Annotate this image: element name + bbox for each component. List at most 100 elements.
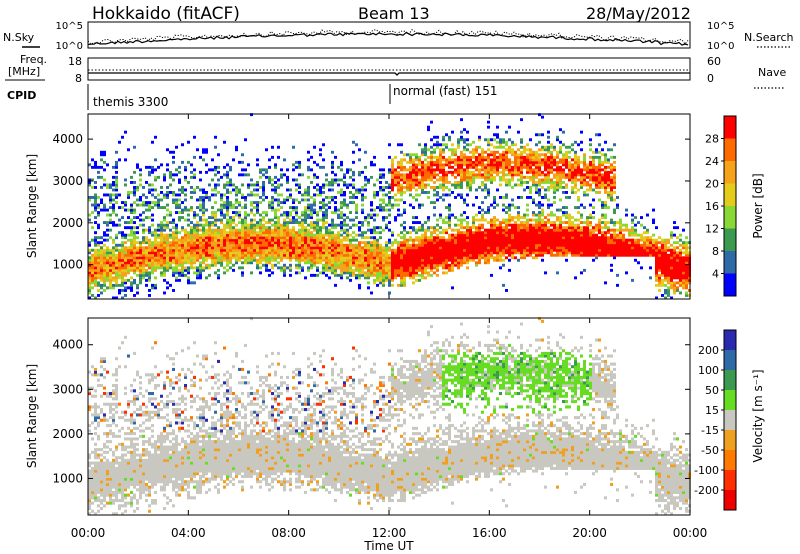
power-cell [181, 188, 184, 192]
power-cell [220, 198, 223, 202]
power-cell [142, 246, 145, 250]
power-cell [103, 183, 106, 187]
power-cell [538, 113, 541, 117]
power-cell [295, 258, 298, 262]
power-cell [505, 163, 508, 167]
power-cell [430, 163, 433, 167]
power-cell [349, 241, 352, 245]
power-cell [559, 170, 562, 174]
power-cell [154, 253, 157, 257]
power-cell [517, 178, 520, 182]
power-cell [538, 241, 541, 245]
power-cell [559, 236, 562, 240]
power-cell [181, 251, 184, 255]
power-cell [490, 153, 493, 157]
power-cell [157, 193, 160, 197]
power-cell [343, 266, 346, 270]
power-cell [517, 248, 520, 252]
power-cell [226, 233, 229, 237]
power-cell [121, 216, 124, 220]
power-cell [211, 228, 214, 232]
power-cell [493, 196, 496, 199]
power-cell [577, 188, 580, 192]
power-cell [421, 175, 424, 179]
power-cell [163, 206, 166, 210]
power-cell [220, 233, 223, 237]
power-cell [178, 165, 181, 169]
power-cell [247, 236, 250, 240]
power-cell [130, 268, 133, 272]
power-cell [361, 246, 364, 250]
power-cell [406, 238, 409, 242]
power-cell [307, 233, 310, 237]
power-cell [184, 175, 187, 179]
power-cell [484, 178, 487, 182]
power-cell [568, 213, 571, 217]
power-cell [553, 191, 556, 194]
power-cell [589, 253, 592, 257]
power-cell [547, 140, 550, 144]
power-cell [439, 175, 442, 179]
power-cell [121, 263, 124, 267]
power-cell [274, 263, 277, 267]
power-cell [253, 201, 256, 205]
power-cell [157, 251, 160, 255]
power-cell [577, 143, 580, 147]
power-cell [478, 211, 481, 215]
power-cell [307, 246, 310, 250]
power-cell [442, 261, 445, 265]
power-cell [436, 248, 439, 252]
power-cell [412, 158, 415, 162]
power-cell [550, 163, 553, 167]
power-cell [580, 170, 583, 174]
power-cell [406, 160, 409, 164]
power-cell [214, 193, 217, 197]
power-cell [445, 246, 448, 250]
power-cell [214, 186, 217, 189]
power-cell [454, 186, 457, 189]
power-cell [433, 258, 436, 262]
power-cell [415, 173, 418, 177]
power-cell [571, 236, 574, 240]
power-cell [574, 276, 577, 280]
power-cell [352, 261, 355, 265]
power-cell [568, 243, 571, 247]
power-cell [361, 193, 364, 197]
power-cell [127, 193, 130, 197]
power-cell [367, 276, 370, 280]
power-cell [295, 231, 298, 235]
power-cell [577, 251, 580, 255]
power-cell [544, 196, 547, 199]
power-cell [436, 178, 439, 182]
power-cell [124, 201, 127, 205]
power-cell [379, 273, 382, 277]
power-cell [289, 233, 292, 237]
power-cell [478, 243, 481, 247]
power-cell [424, 241, 427, 245]
power-cell [568, 165, 571, 169]
power-cell [400, 281, 403, 285]
power-cell [115, 263, 118, 267]
power-cell [232, 263, 235, 267]
power-cell [478, 223, 481, 227]
power-cell [268, 256, 271, 260]
power-cell [352, 253, 355, 257]
power-cell [94, 258, 97, 262]
power-cell [91, 248, 94, 252]
power-cell [355, 223, 358, 227]
power-cell [160, 231, 163, 235]
power-cell [301, 221, 304, 225]
power-cell [439, 160, 442, 164]
power-cell [97, 294, 100, 297]
power-cell [562, 181, 565, 184]
power-cell [481, 233, 484, 237]
power-cell [94, 271, 97, 275]
power-cell [424, 261, 427, 265]
power-cell [157, 253, 160, 257]
power-cell [283, 273, 286, 277]
power-cell [442, 138, 445, 142]
power-cell [286, 228, 289, 232]
power-cell [268, 248, 271, 252]
power-cell [400, 246, 403, 250]
power-cell [484, 261, 487, 265]
